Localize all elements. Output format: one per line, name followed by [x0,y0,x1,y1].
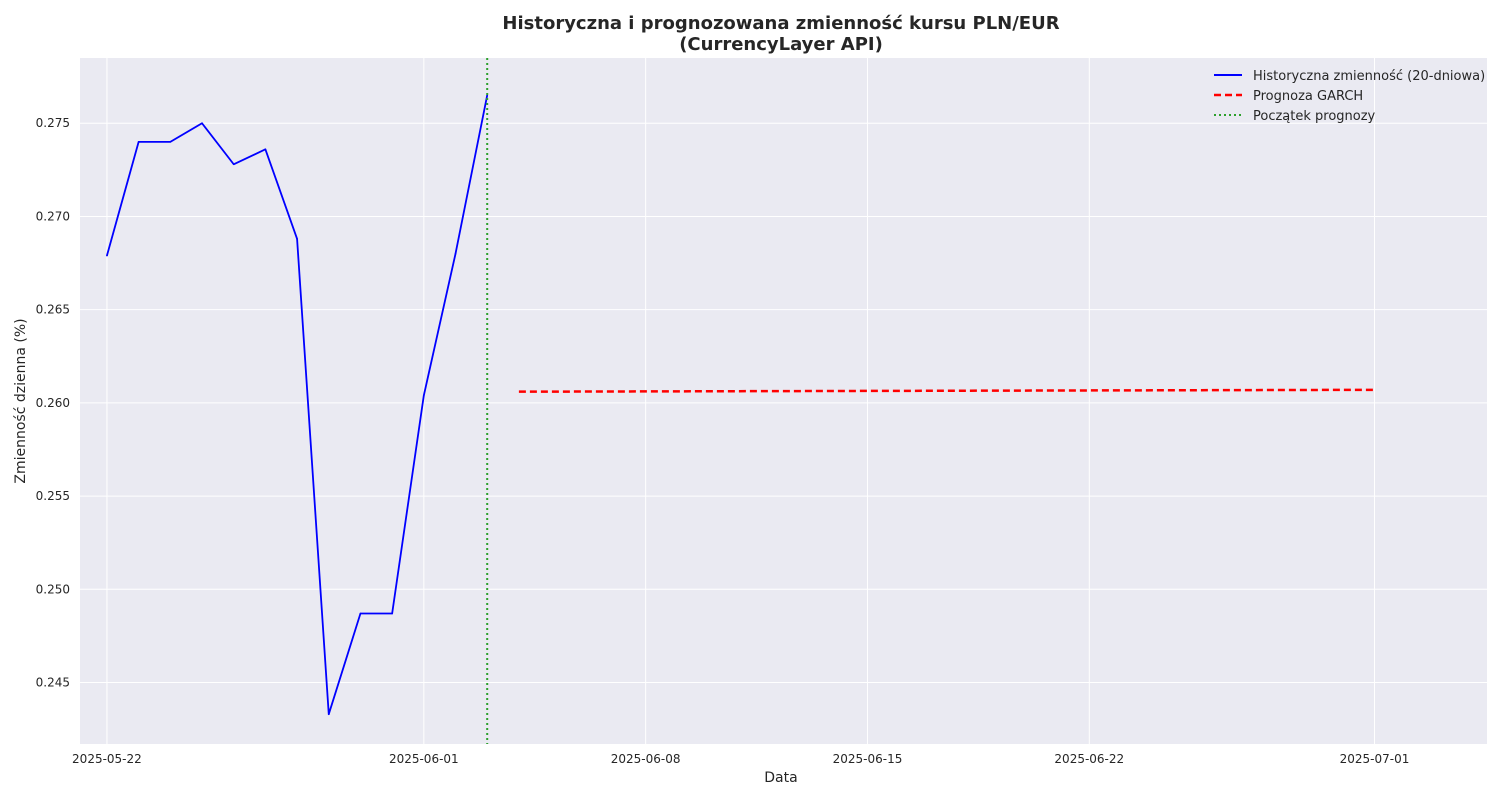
y-tick-label: 0.270 [36,209,70,223]
historical-point [359,612,362,615]
legend-label-historical: Historyczna zmienność (20-dniowa) [1253,69,1485,84]
y-tick-label: 0.255 [36,489,70,503]
x-axis-label: Data [764,770,797,786]
y-tick-label: 0.245 [36,675,70,689]
grid [80,58,1487,744]
historical-point [391,612,393,615]
historical-point [201,122,203,125]
historical-point [454,252,457,255]
legend-label-garch: Prognoza GARCH [1253,89,1363,104]
historical-point [106,254,108,257]
chart-title-line2: (CurrencyLayer API) [679,34,883,55]
y-tick-label: 0.260 [36,396,70,410]
historical-point [296,238,298,240]
historical-point [264,148,267,151]
x-tick-label: 2025-06-15 [833,752,903,766]
historical-point [137,141,140,143]
y-tick-labels: 0.245 0.250 0.255 0.260 0.265 0.270 0.275 [36,116,70,689]
x-tick-label: 2025-06-01 [389,752,459,766]
series-layer [106,58,1375,744]
x-tick-label: 2025-06-08 [611,752,681,766]
legend-label-forecast-start: Początek prognozy [1253,109,1376,124]
historical-point [423,394,425,397]
y-tick-label: 0.275 [36,116,70,130]
legend: Historyczna zmienność (20-dniowa) Progno… [1214,69,1485,124]
historical-point [169,141,172,143]
historical-point [327,713,330,715]
y-tick-label: 0.265 [36,303,70,317]
chart-title-line1: Historyczna i prognozowana zmienność kur… [502,13,1059,34]
historical-point [232,163,235,166]
x-tick-labels: 2025-05-22 2025-06-01 2025-06-08 2025-06-15… [72,752,1409,766]
y-tick-label: 0.250 [36,582,70,596]
y-axis-label: Zmienność dzienna (%) [13,318,29,483]
x-tick-label: 2025-05-22 [72,752,142,766]
x-tick-label: 2025-07-01 [1340,752,1410,766]
plot-area [80,58,1487,744]
x-tick-label: 2025-06-22 [1054,752,1124,766]
